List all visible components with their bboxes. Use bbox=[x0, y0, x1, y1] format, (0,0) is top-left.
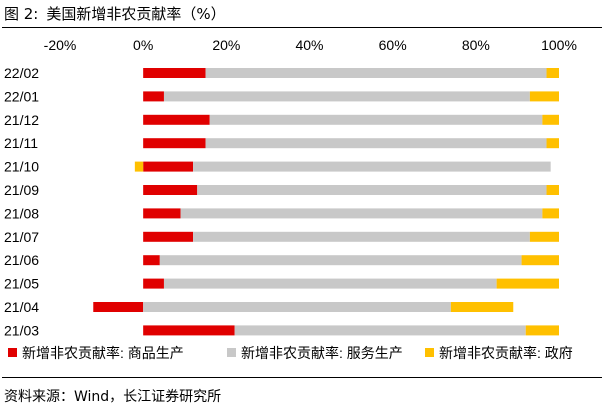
x-tick-label: 80% bbox=[462, 37, 490, 53]
legend-swatch bbox=[8, 348, 17, 357]
bar-segment-series-1 bbox=[205, 138, 547, 149]
x-tick-label: -20% bbox=[44, 37, 77, 53]
bar-segment-series-2 bbox=[542, 208, 559, 219]
bar-segment-series-2 bbox=[134, 161, 144, 172]
bar-segment-series-2 bbox=[525, 325, 559, 336]
bar-segment-series-2 bbox=[546, 185, 559, 195]
category-label: 22/01 bbox=[4, 88, 39, 104]
title-rule bbox=[2, 27, 602, 28]
x-tick-label: 0% bbox=[133, 37, 153, 53]
bar-segment-series-1 bbox=[197, 185, 547, 195]
x-tick-label: 40% bbox=[295, 37, 323, 53]
bar-segment-series-2 bbox=[542, 114, 559, 125]
bar-segment-series-1 bbox=[180, 208, 543, 219]
bar-segment-series-0 bbox=[143, 231, 194, 242]
source-note: 资料来源：Wind，长江证券研究所 bbox=[4, 389, 222, 405]
bar-segment-series-0 bbox=[143, 325, 235, 336]
bar-segment-series-2 bbox=[450, 302, 514, 312]
legend-label: 新增非农贡献率: 商品生产 bbox=[22, 345, 184, 361]
bars bbox=[93, 68, 559, 336]
category-label: 21/09 bbox=[4, 182, 39, 198]
legend-label: 新增非农贡献率: 政府 bbox=[439, 345, 573, 361]
bar-segment-series-0 bbox=[143, 91, 164, 102]
category-label: 22/02 bbox=[4, 65, 39, 81]
x-tick-label: 60% bbox=[379, 37, 407, 53]
bar-segment-series-0 bbox=[143, 185, 198, 195]
bar-segment-series-0 bbox=[93, 302, 144, 312]
bar-segment-series-2 bbox=[496, 278, 559, 289]
category-label: 21/11 bbox=[4, 135, 38, 151]
category-label: 21/06 bbox=[4, 252, 39, 268]
category-label: 21/10 bbox=[4, 159, 39, 175]
y-axis: 22/02 22/01 21/12 21/11 21/10 21/09 21/08 21/07… bbox=[4, 65, 39, 338]
bar-segment-series-1 bbox=[234, 325, 526, 336]
bar-segment-series-0 bbox=[143, 138, 206, 149]
legend-swatch bbox=[227, 348, 236, 357]
legend-swatch bbox=[425, 348, 434, 357]
category-label: 21/08 bbox=[4, 205, 39, 221]
figure-title: 图 2: 美国新增非农贡献率（%） bbox=[4, 3, 226, 24]
category-label: 21/12 bbox=[4, 112, 39, 128]
bar-segment-series-0 bbox=[143, 161, 194, 172]
bar-segment-series-1 bbox=[193, 231, 530, 242]
category-label: 21/03 bbox=[4, 322, 39, 338]
bar-segment-series-1 bbox=[193, 161, 551, 172]
x-tick-label: 100% bbox=[541, 37, 577, 53]
bar-segment-series-2 bbox=[521, 255, 559, 266]
x-tick-label: 20% bbox=[212, 37, 240, 53]
bar-segment-series-0 bbox=[143, 68, 206, 78]
bar-segment-series-1 bbox=[209, 114, 543, 125]
bar-segment-series-1 bbox=[163, 91, 530, 102]
category-label: 21/07 bbox=[4, 229, 39, 245]
bar-segment-series-1 bbox=[163, 278, 497, 289]
bar-segment-series-1 bbox=[205, 68, 547, 78]
bar-segment-series-0 bbox=[143, 114, 210, 125]
category-label: 21/04 bbox=[4, 299, 39, 315]
legend: 新增非农贡献率: 商品生产 新增非农贡献率: 服务生产 新增非农贡献率: 政府 bbox=[8, 345, 573, 361]
figure-label: 图 2: bbox=[4, 5, 39, 23]
figure-title-text: 美国新增非农贡献率（%） bbox=[46, 5, 226, 23]
bar-segment-series-2 bbox=[546, 138, 559, 149]
bar-segment-series-2 bbox=[546, 68, 559, 78]
bar-segment-series-1 bbox=[159, 255, 522, 266]
category-label: 21/05 bbox=[4, 276, 39, 292]
legend-label: 新增非农贡献率: 服务生产 bbox=[241, 345, 403, 361]
bar-segment-series-0 bbox=[143, 255, 160, 266]
bar-segment-series-2 bbox=[529, 231, 559, 242]
x-axis: -20% 0% 20% 40% 60% 80% 100% bbox=[44, 37, 577, 53]
bar-segment-series-0 bbox=[143, 278, 164, 289]
source-rule bbox=[2, 377, 602, 378]
bar-segment-series-1 bbox=[143, 302, 451, 312]
bar-segment-series-0 bbox=[143, 208, 181, 219]
bar-segment-series-2 bbox=[529, 91, 559, 102]
